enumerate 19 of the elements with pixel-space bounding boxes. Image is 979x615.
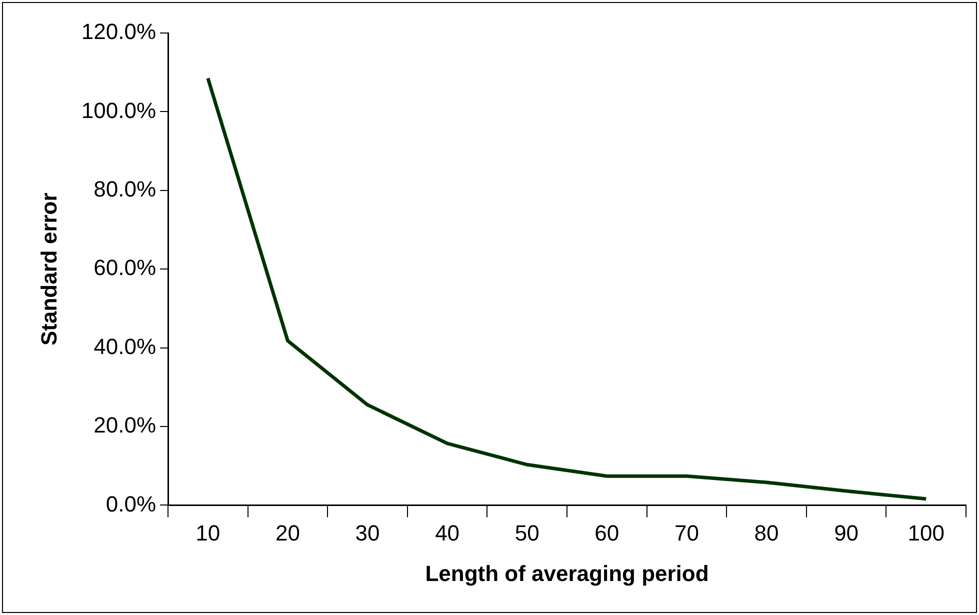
x-tick-label: 30 (355, 520, 380, 546)
x-tick-label: 10 (196, 520, 220, 546)
x-axis-title: Length of averaging period (425, 560, 709, 586)
y-tick-label: 0.0% (106, 491, 156, 516)
y-tick-label: 20.0% (94, 412, 156, 438)
y-tick-label: 40.0% (94, 334, 156, 359)
y-axis-title: Standard error (36, 192, 62, 346)
x-tick-label: 60 (594, 520, 620, 546)
x-tick-label: 70 (674, 520, 699, 546)
y-tick-label: 80.0% (94, 176, 156, 202)
y-tick-label: 120.0% (81, 19, 156, 44)
y-tick-label: 100.0% (81, 98, 156, 123)
x-tick-label: 40 (435, 520, 460, 546)
x-tick-label: 80 (754, 520, 779, 546)
x-tick-label: 100 (908, 520, 944, 546)
x-tick-label: 20 (275, 520, 300, 546)
x-tick-label: 90 (834, 520, 859, 546)
y-tick-label: 60.0% (94, 255, 156, 280)
x-tick-label: 50 (514, 520, 540, 546)
